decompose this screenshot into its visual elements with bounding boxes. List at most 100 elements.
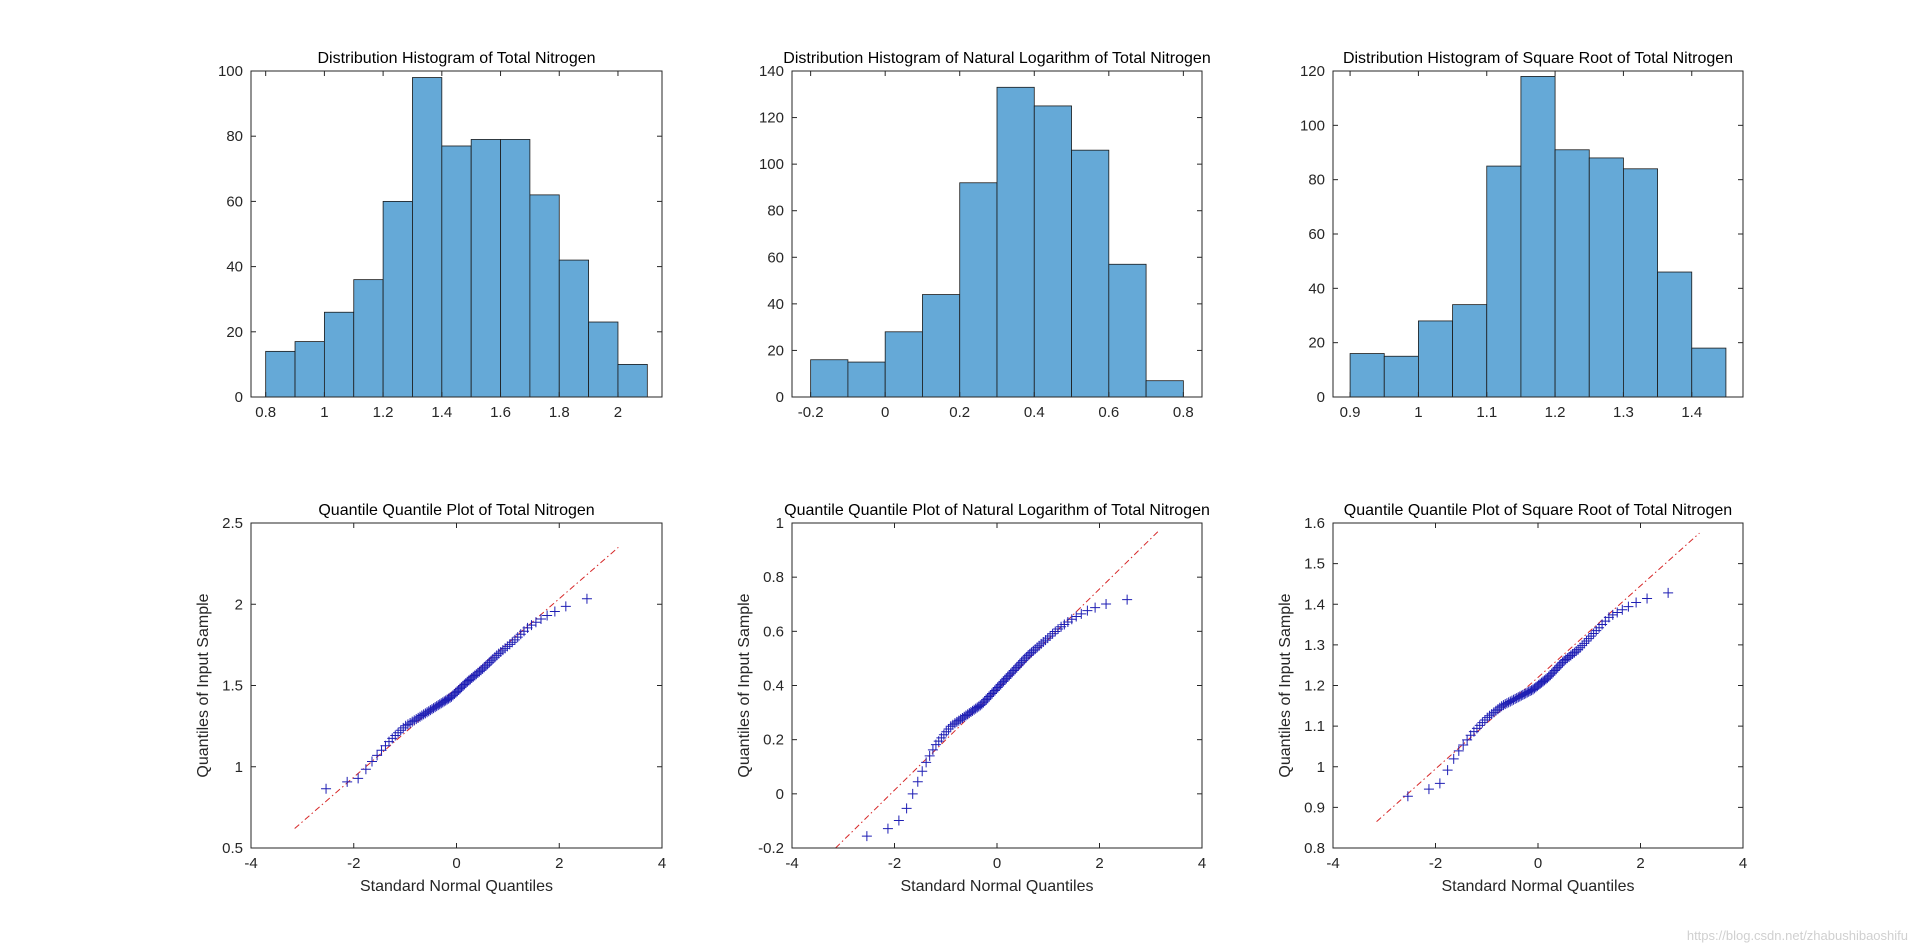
qq-point [1581, 636, 1592, 647]
qq-point [526, 620, 537, 631]
y-tick-label: 20 [767, 342, 784, 359]
y-tick-label: 40 [767, 296, 784, 313]
histogram-bar [470, 139, 501, 398]
y-tick-label: 2.5 [222, 515, 243, 532]
y-tick-label: 1.5 [222, 678, 243, 695]
x-tick-label: 0.4 [1024, 404, 1045, 421]
qq-point [407, 716, 418, 727]
x-tick-label: 4 [658, 855, 666, 872]
qq-point [353, 773, 364, 784]
qq-point [1423, 784, 1434, 795]
histogram-bar [1418, 320, 1453, 398]
histogram-bar [500, 139, 531, 398]
qq-point [1588, 628, 1599, 639]
chart-title: Quantile Quantile Plot of Natural Logari… [784, 502, 1210, 519]
qq-point [1583, 633, 1594, 644]
qq-point [1631, 597, 1642, 608]
x-tick-label: 0.2 [949, 404, 970, 421]
y-tick-label: 20 [226, 324, 243, 341]
y-tick-label: 60 [226, 193, 243, 210]
qq-point [947, 719, 958, 730]
chart-title: Quantile Quantile Plot of Total Nitrogen [318, 502, 594, 519]
histogram-bar [1145, 380, 1184, 398]
qq-point [560, 601, 571, 612]
qq-point [1474, 720, 1485, 731]
y-tick-label: 80 [767, 203, 784, 220]
y-tick-label: 1.6 [1304, 515, 1325, 532]
x-tick-label: -4 [244, 855, 257, 872]
qq-point [949, 718, 960, 729]
qq-point [1477, 717, 1488, 728]
qq-point [1573, 644, 1584, 655]
histogram-bar [1383, 355, 1419, 398]
qq-point [376, 745, 387, 756]
y-axis-label: Quantiles of Input Sample [736, 593, 753, 777]
x-tick-label: 2 [555, 855, 563, 872]
qq-point [1579, 638, 1590, 649]
y-tick-label: 0.4 [763, 678, 784, 695]
x-tick-label: 1 [1414, 404, 1422, 421]
qq-point [1663, 587, 1674, 598]
y-tick-label: 1 [776, 515, 784, 532]
y-tick-label: -0.2 [758, 840, 784, 857]
qq-point [1101, 598, 1112, 609]
x-tick-label: 1 [320, 404, 328, 421]
qq-point [901, 803, 912, 814]
y-tick-label: 1.4 [1304, 596, 1325, 613]
qq-point [1479, 714, 1490, 725]
histogram-bar [1486, 165, 1522, 398]
qq-point [1042, 633, 1053, 644]
histogram-bar [1033, 105, 1072, 398]
qq-point [500, 643, 511, 654]
qq-point [1607, 609, 1618, 620]
y-tick-label: 0 [776, 786, 784, 803]
qq-point [1040, 635, 1051, 646]
y-tick-label: 100 [759, 156, 784, 173]
histogram-bar [529, 194, 560, 398]
histogram-bar [1452, 304, 1488, 398]
histogram-bar [1657, 271, 1693, 398]
qq-point [509, 634, 520, 645]
y-tick-label: 1 [235, 759, 243, 776]
x-tick-label: 1.3 [1613, 404, 1634, 421]
qq-point [1642, 593, 1653, 604]
qq-point [1122, 594, 1133, 605]
qq-point [1448, 753, 1459, 764]
axes-box [791, 70, 1203, 398]
histogram-bar [959, 182, 998, 398]
x-tick-label: 4 [1198, 855, 1206, 872]
qq-point [1090, 602, 1101, 613]
x-axis-label: Standard Normal Quantiles [1442, 878, 1635, 895]
qq-point [1577, 640, 1588, 651]
qq-point [1066, 614, 1077, 625]
panel-qq-tn: -4 -2 0 2 4 0.5 1 1.5 2 2.5 Quantile Quantile Plot… [195, 502, 666, 895]
x-tick-label: 4 [1739, 855, 1747, 872]
histogram-bar [847, 361, 886, 398]
qq-point [882, 823, 893, 834]
qq-point [1458, 740, 1469, 751]
histogram-bar [441, 145, 472, 398]
histogram-bar [1691, 347, 1727, 398]
y-tick-label: 0.5 [222, 840, 243, 857]
qq-point [536, 614, 547, 625]
qq-point [395, 725, 406, 736]
x-tick-label: 0 [1534, 855, 1542, 872]
qq-point [321, 783, 332, 794]
qq-point [342, 776, 353, 787]
histogram-bar [382, 200, 413, 398]
qq-point [861, 831, 872, 842]
x-tick-label: -4 [785, 855, 798, 872]
qq-point [941, 726, 952, 737]
qq-point [360, 764, 371, 775]
x-axis-label: Standard Normal Quantiles [901, 878, 1094, 895]
qq-point [1402, 791, 1413, 802]
y-tick-label: 1.3 [1304, 637, 1325, 654]
histogram-bar [810, 359, 849, 398]
x-tick-label: 0.9 [1340, 404, 1361, 421]
x-tick-label: 0 [881, 404, 889, 421]
panel-hist-ln: -0.2 0 0.2 0.4 0.6 0.8 0 20 40 60 80 100 120 140Distr… [759, 50, 1211, 421]
qq-point [1612, 607, 1623, 618]
